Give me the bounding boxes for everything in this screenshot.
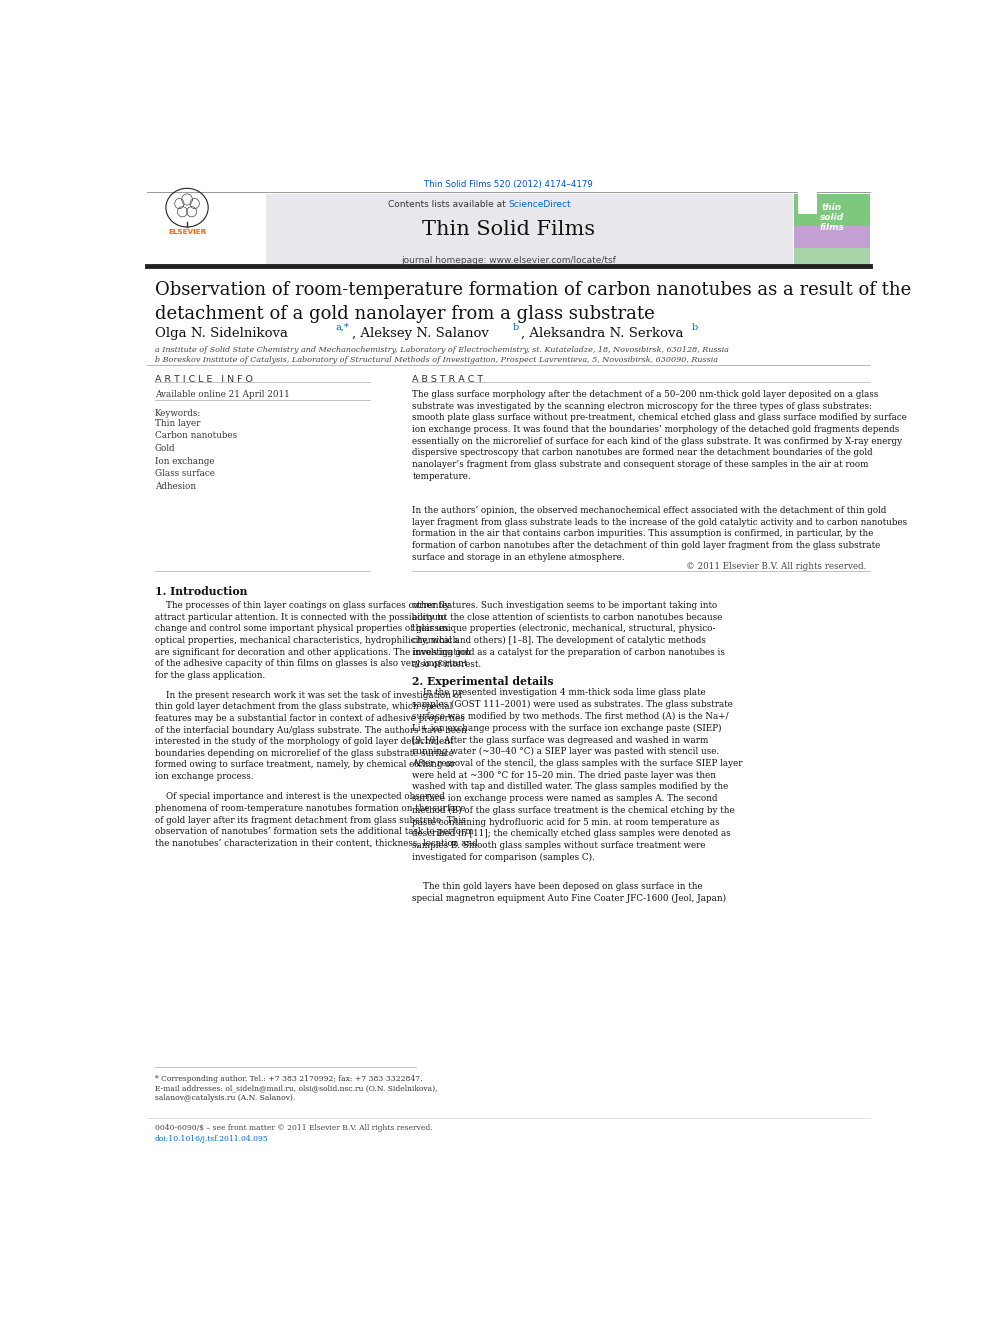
Text: journal homepage: www.elsevier.com/locate/tsf: journal homepage: www.elsevier.com/locat…	[401, 255, 616, 265]
Text: b: b	[691, 323, 697, 332]
Text: The thin gold layers have been deposed on glass surface in the
special magnetron: The thin gold layers have been deposed o…	[413, 882, 726, 902]
Bar	[147, 194, 266, 263]
Text: detachment of a gold nanolayer from a glass substrate: detachment of a gold nanolayer from a gl…	[155, 306, 655, 323]
Text: b Boreskov Institute of Catalysis, Laboratory of Structural Methods of Investiga: b Boreskov Institute of Catalysis, Labor…	[155, 356, 718, 364]
Text: In the present research work it was set the task of investigation of
thin gold l: In the present research work it was set …	[155, 691, 466, 781]
Text: b: b	[513, 323, 519, 332]
Text: A B S T R A C T: A B S T R A C T	[413, 374, 483, 384]
Text: Glass surface: Glass surface	[155, 470, 214, 479]
Text: Carbon nanotubes: Carbon nanotubes	[155, 431, 237, 441]
Text: , Aleksandra N. Serkova: , Aleksandra N. Serkova	[521, 327, 687, 340]
Text: thin: thin	[822, 202, 842, 212]
Text: 1. Introduction: 1. Introduction	[155, 586, 247, 597]
Text: ScienceDirect: ScienceDirect	[509, 200, 571, 209]
Text: Thin layer: Thin layer	[155, 418, 200, 427]
Text: * Corresponding author. Tel.: +7 383 2170992; fax: +7 383 3322847.: * Corresponding author. Tel.: +7 383 217…	[155, 1074, 423, 1082]
Text: In the presented investigation 4 mm-thick soda lime glass plate
samples (GOST 11: In the presented investigation 4 mm-thic…	[413, 688, 743, 861]
Text: Observation of room-temperature formation of carbon nanotubes as a result of the: Observation of room-temperature formatio…	[155, 280, 911, 299]
Text: Ion exchange: Ion exchange	[155, 456, 214, 466]
Text: a,*: a,*	[335, 323, 349, 332]
Bar	[147, 194, 793, 263]
Text: a Institute of Solid State Chemistry and Mechanochemistry, Laboratory of Electro: a Institute of Solid State Chemistry and…	[155, 347, 729, 355]
Text: Gold: Gold	[155, 445, 176, 452]
Bar	[795, 249, 870, 263]
Text: ELSEVIER: ELSEVIER	[168, 229, 206, 235]
Text: The glass surface morphology after the detachment of a 50–200 nm-thick gold laye: The glass surface morphology after the d…	[413, 390, 907, 480]
Text: Of special importance and interest is the unexpected observed
phenomena of room-: Of special importance and interest is th…	[155, 792, 477, 848]
Text: 0040-6090/$ – see front matter © 2011 Elsevier B.V. All rights reserved.: 0040-6090/$ – see front matter © 2011 El…	[155, 1125, 433, 1132]
Text: solid: solid	[820, 213, 844, 222]
Text: A R T I C L E   I N F O: A R T I C L E I N F O	[155, 374, 253, 384]
Bar	[799, 188, 817, 214]
Bar	[795, 194, 870, 226]
Text: Adhesion: Adhesion	[155, 482, 195, 491]
Text: Olga N. Sidelnikova: Olga N. Sidelnikova	[155, 327, 292, 340]
Text: Thin Solid Films: Thin Solid Films	[422, 220, 595, 239]
Text: Available online 21 April 2011: Available online 21 April 2011	[155, 390, 290, 400]
Text: 2. Experimental details: 2. Experimental details	[413, 676, 554, 687]
Text: E-mail addresses: ol_sideln@mail.ru, olsi@solid.nsc.ru (O.N. Sidelnikova),: E-mail addresses: ol_sideln@mail.ru, ols…	[155, 1085, 437, 1093]
Text: films: films	[819, 224, 844, 232]
Text: Thin Solid Films 520 (2012) 4174–4179: Thin Solid Films 520 (2012) 4174–4179	[424, 180, 593, 189]
Text: In the authors’ opinion, the observed mechanochemical effect associated with the: In the authors’ opinion, the observed me…	[413, 507, 908, 562]
Bar	[795, 226, 870, 249]
Text: salanov@catalysis.ru (A.N. Salanov).: salanov@catalysis.ru (A.N. Salanov).	[155, 1094, 295, 1102]
Text: Keywords:: Keywords:	[155, 409, 201, 418]
Text: Contents lists available at: Contents lists available at	[388, 200, 509, 209]
Text: other features. Such investigation seems to be important taking into
account the: other features. Such investigation seems…	[413, 601, 725, 668]
Text: doi:10.1016/j.tsf.2011.04.095: doi:10.1016/j.tsf.2011.04.095	[155, 1135, 269, 1143]
Text: , Aleksey N. Salanov: , Aleksey N. Salanov	[351, 327, 493, 340]
Text: © 2011 Elsevier B.V. All rights reserved.: © 2011 Elsevier B.V. All rights reserved…	[686, 562, 867, 572]
Text: The processes of thin layer coatings on glass surfaces currently
attract particu: The processes of thin layer coatings on …	[155, 601, 470, 680]
